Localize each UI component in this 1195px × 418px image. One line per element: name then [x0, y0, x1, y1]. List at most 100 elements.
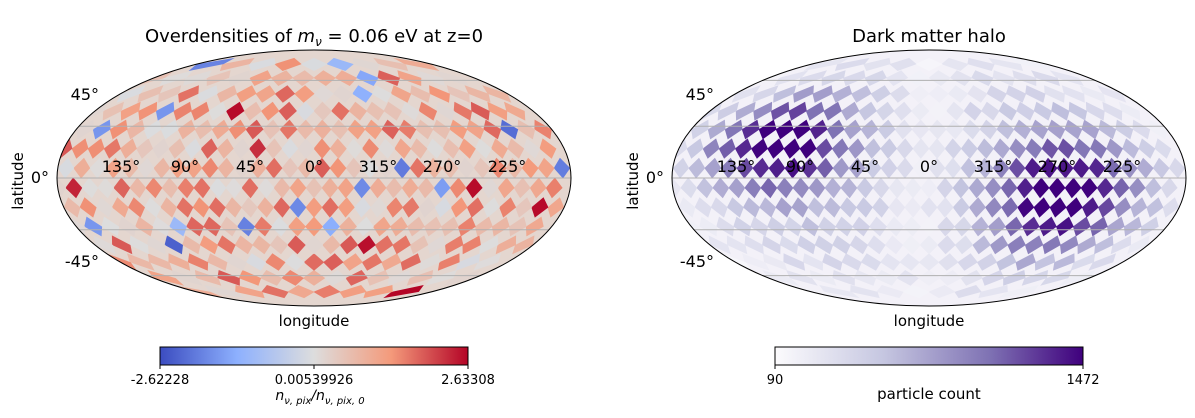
left-heatmap-pixel — [381, 119, 400, 140]
left-heatmap-pixel — [262, 119, 281, 140]
right-heatmap-pixel — [823, 197, 841, 218]
left-heatmap-pixel — [284, 253, 305, 271]
right-heatmap-pixel — [786, 270, 818, 286]
right-heatmap-pixel — [984, 177, 1002, 199]
right-heatmap-pixel — [911, 119, 930, 140]
right-heatmap-pixel — [724, 119, 743, 140]
left-colorbar-label: nν, pix/nν, pix, 0 — [275, 388, 364, 407]
left-heatmap-pixel — [137, 85, 164, 103]
left-heatmap-pixel — [147, 235, 166, 255]
right-heatmap-pixel — [875, 270, 898, 286]
left-heatmap-pixel — [160, 119, 179, 140]
right-heatmap-pixel — [832, 235, 851, 255]
right-heatmap-pixel — [1003, 270, 1026, 286]
left-heatmap-pixel — [173, 101, 192, 121]
right-heatmap-pixel — [851, 85, 872, 103]
right-heatmap-pixel — [694, 197, 712, 218]
left-heatmap-pixel — [305, 197, 323, 218]
left-heatmap-pixel — [322, 235, 341, 255]
right-heatmap-pixel — [1033, 197, 1051, 218]
right-heatmap-pixel — [735, 138, 752, 159]
right-heatmap-pixel — [735, 101, 756, 121]
left-heatmap-pixel — [153, 157, 171, 179]
right-heatmap-pixel — [702, 138, 720, 159]
left-heatmap-pixel — [479, 235, 499, 255]
right-heatmap-pixel — [864, 157, 882, 179]
left-heatmap-pixel — [297, 157, 315, 179]
right-heatmap-pixel — [841, 101, 860, 121]
left-heatmap-pixel — [483, 197, 500, 218]
right-heatmap-pixel — [1106, 138, 1123, 159]
left-heatmap-pixel — [128, 197, 145, 218]
right-heatmap-pixel — [1152, 157, 1170, 179]
left-heatmap-pixel — [127, 253, 155, 271]
right-heatmap-pixel — [996, 253, 1017, 271]
right-heatmap-pixel — [831, 85, 853, 103]
left-x-axis-label: longitude — [279, 312, 350, 330]
right-heatmap-pixel — [792, 119, 811, 140]
right-heatmap-pixel — [949, 70, 973, 86]
left-y-axis-label: latitude — [9, 152, 27, 210]
left-heatmap-pixel — [261, 101, 280, 121]
right-heatmap-pixel — [864, 70, 887, 86]
left-heatmap-pixel — [393, 57, 440, 71]
right-heatmap-pixel — [928, 101, 947, 121]
left-heatmap-pixel — [347, 119, 366, 140]
right-heatmap-pixel — [1090, 138, 1107, 159]
right-heatmap-pixel — [1008, 57, 1055, 71]
left-heatmap-pixel — [106, 253, 137, 271]
left-heatmap-pixel — [442, 138, 460, 159]
left-heatmap-pixel — [437, 253, 460, 271]
right-heatmap-pixel — [1058, 270, 1096, 286]
right-lon-tick-labels: 135° 90° 45° 0° 315° 270° 225° — [717, 157, 1142, 176]
left-heatmap-pixel — [216, 138, 234, 159]
left-heatmap-pixel — [482, 85, 512, 103]
left-heatmap-pixel — [508, 216, 527, 237]
right-heatmap-pixel — [1025, 85, 1046, 103]
left-heatmap-pixel — [200, 138, 218, 159]
left-heatmap-pixel — [409, 235, 429, 255]
left-heatmap-pixel — [334, 70, 358, 86]
right-heatmap-pixel — [1025, 138, 1043, 159]
left-heatmap-pixel — [226, 101, 245, 121]
left-heatmap-pixel — [418, 197, 436, 218]
right-heatmap-pixel — [1033, 101, 1053, 121]
right-lat-tick: -45° — [680, 252, 714, 271]
right-heatmap-pixel — [867, 235, 886, 255]
left-heatmap-pixel — [443, 270, 481, 286]
left-heatmap-pixel — [357, 235, 376, 255]
left-heatmap-pixel — [159, 70, 194, 86]
left-heatmap-pixel — [321, 177, 339, 199]
right-heatmap-pixel — [680, 177, 698, 199]
right-heatmap-pixel — [962, 119, 981, 140]
right-heatmap-pixel — [944, 157, 962, 179]
right-heatmap-pixel — [937, 235, 956, 255]
right-heatmap-pixel — [1061, 85, 1085, 103]
left-heatmap-pixel — [465, 177, 483, 199]
right-heatmap-pixel — [1112, 177, 1130, 199]
left-heatmap-pixel — [529, 177, 547, 199]
left-heatmap-pixel — [505, 157, 523, 179]
right-heatmap-pixel — [814, 235, 834, 255]
left-heatmap-pixel — [313, 85, 334, 103]
right-heatmap-pixel — [1077, 235, 1096, 255]
right-heatmap-pixel — [1024, 235, 1044, 255]
right-heatmap-pixel — [752, 85, 779, 103]
right-heatmap-pixel — [960, 270, 983, 286]
right-heatmap-pixel — [716, 216, 735, 237]
left-heatmap-pixel — [287, 235, 306, 255]
right-heatmap-pixel — [889, 85, 911, 103]
left-heatmap-pixel — [313, 70, 336, 86]
left-heatmap-pixel — [473, 253, 501, 271]
right-heatmap-pixel — [839, 197, 857, 218]
right-heatmap-pixel — [779, 235, 798, 255]
left-heatmap-pixel — [388, 270, 411, 286]
left-heatmap-pixel — [313, 285, 341, 299]
right-heatmap-pixel — [977, 138, 994, 159]
left-heatmap-pixel — [168, 138, 186, 159]
right-heatmap-pixel — [1098, 197, 1115, 218]
right-heatmap-pixel — [686, 138, 704, 159]
left-heatmap-pixel — [211, 119, 230, 140]
left-heatmap-pixel — [178, 85, 199, 103]
right-heatmap-pixel — [886, 216, 904, 237]
